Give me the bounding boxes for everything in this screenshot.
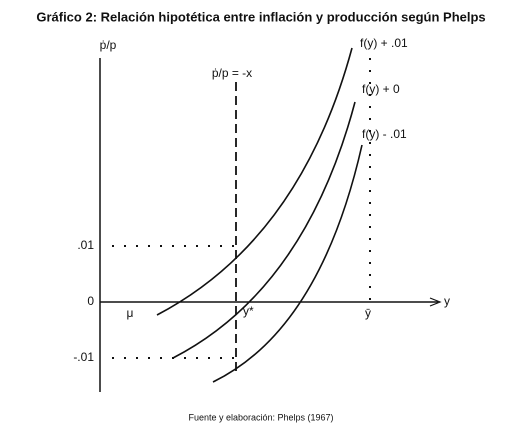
- title: Gráfico 2: Relación hipotética entre inf…: [36, 9, 485, 24]
- x-axis-label: y: [444, 294, 450, 308]
- curve-label: f(y) + .01: [360, 36, 408, 50]
- y-tick-label: .01: [77, 238, 94, 252]
- curve-label: f(y) - .01: [362, 127, 407, 141]
- y-tick-label: -.01: [73, 350, 94, 364]
- phillips-curve: [212, 144, 363, 383]
- y-axis-label: ṗ/p: [100, 38, 117, 52]
- phillips-curve: [156, 47, 353, 316]
- y-star-label: y*: [243, 304, 254, 318]
- curve-label: f(y) + 0: [362, 82, 400, 96]
- mu-label: μ: [127, 306, 134, 320]
- y-bar-label: ȳ: [365, 306, 371, 320]
- y-tick-label: 0: [87, 294, 94, 308]
- phillips-curve: [172, 101, 356, 359]
- source: Fuente y elaboración: Phelps (1967): [188, 412, 333, 422]
- expectation-label: ṗ/p = -x: [212, 66, 252, 80]
- x-arrow: [429, 297, 442, 307]
